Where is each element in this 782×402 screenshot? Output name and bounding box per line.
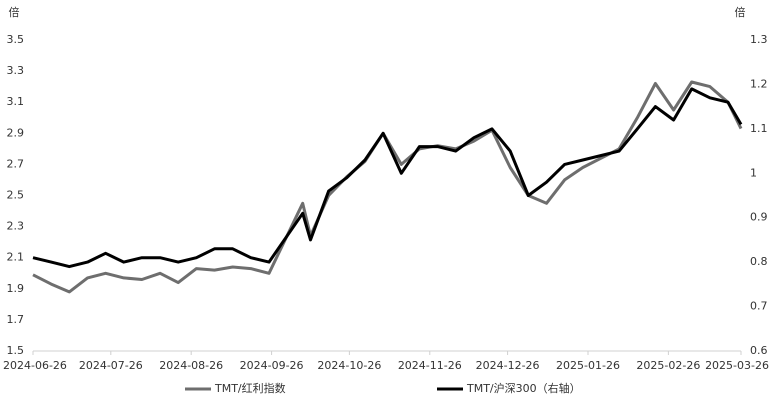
y-tick-label: 1.5 [7, 344, 25, 357]
x-tick-label: 2024-09-26 [240, 359, 304, 372]
y2-tick-label: 0.9 [750, 211, 768, 224]
y2-tick-label: 0.7 [750, 300, 768, 313]
y-tick-label: 3.3 [7, 64, 25, 77]
y2-tick-label: 1 [750, 166, 757, 179]
y2-tick-label: 1.1 [750, 122, 768, 135]
y-tick-label: 2.3 [7, 220, 25, 233]
x-tick-label: 2024-10-26 [317, 359, 381, 372]
x-tick-label: 2024-11-26 [398, 359, 462, 372]
x-tick-label: 2024-07-26 [79, 359, 143, 372]
series-line [32, 80, 743, 294]
y-tick-label: 2.9 [7, 126, 25, 139]
y-tick-label: 1.7 [7, 313, 25, 326]
y2-tick-label: 1.3 [750, 33, 768, 46]
y2-tick-label: 0.6 [750, 344, 768, 357]
legend-label: TMT/沪深300（右轴） [466, 381, 581, 395]
x-tick-label: 2024-12-26 [476, 359, 540, 372]
y-tick-label: 2.7 [7, 157, 25, 170]
legend-label: TMT/红利指数 [214, 381, 286, 395]
y-tick-label: 1.9 [7, 282, 25, 295]
y-tick-label: 3.1 [7, 95, 25, 108]
series-line [32, 87, 743, 269]
x-tick-label: 2025-02-26 [636, 359, 700, 372]
y2-axis-unit: 倍 [735, 5, 746, 19]
y2-tick-label: 1.2 [750, 77, 768, 90]
y-axis-unit: 倍 [9, 5, 20, 19]
y-tick-label: 2.5 [7, 189, 25, 202]
x-tick-label: 2025-01-26 [556, 359, 620, 372]
y2-tick-label: 0.8 [750, 255, 768, 268]
y-tick-label: 2.1 [7, 251, 25, 264]
y-tick-label: 3.5 [7, 33, 25, 46]
x-tick-label: 2024-08-26 [159, 359, 223, 372]
x-tick-label: 2025-03-26 [705, 359, 769, 372]
x-tick-label: 2024-06-26 [3, 359, 67, 372]
